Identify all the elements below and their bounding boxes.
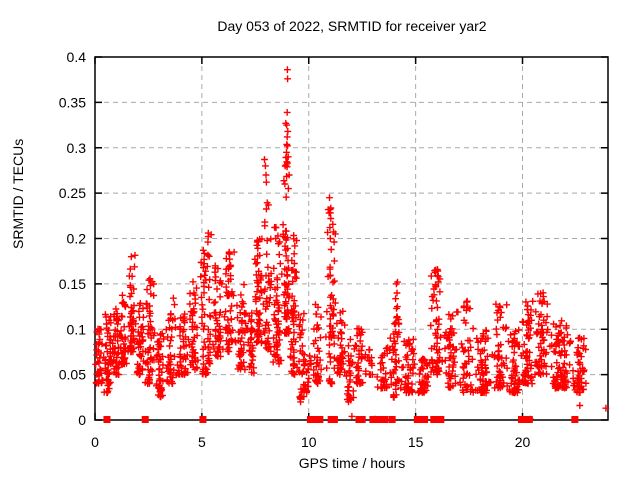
zero-value-marker: [525, 416, 533, 423]
y-tick-label: 0.4: [67, 49, 87, 65]
y-tick-label: 0.3: [67, 140, 87, 156]
y-tick-label: 0.35: [59, 94, 86, 110]
y-tick-label: 0.05: [59, 367, 86, 383]
zero-value-marker: [413, 416, 421, 423]
zero-value-marker: [421, 416, 429, 423]
zero-value-marker: [388, 416, 396, 423]
x-axis-label: GPS time / hours: [298, 455, 406, 471]
zero-value-marker: [437, 416, 445, 423]
zero-value-marker: [330, 416, 338, 423]
zero-value-marker: [381, 416, 389, 423]
y-tick-label: 0.1: [67, 321, 87, 337]
zero-value-marker: [521, 416, 529, 423]
zero-value-marker: [433, 416, 441, 423]
x-tick-label: 10: [301, 434, 317, 450]
zero-value-marker: [571, 416, 579, 423]
data-points: [92, 66, 610, 423]
x-tick-label: 20: [515, 434, 531, 450]
x-tick-label: 5: [198, 434, 206, 450]
zero-value-marker: [358, 416, 366, 423]
zero-value-marker: [316, 416, 324, 423]
zero-value-marker: [141, 416, 149, 423]
zero-value-marker: [199, 416, 207, 423]
grid-lines: [95, 57, 608, 420]
zero-value-marker: [374, 416, 382, 423]
y-tick-label: 0: [78, 412, 86, 428]
zero-value-marker: [417, 416, 425, 423]
y-tick-label: 0.25: [59, 185, 86, 201]
x-tick-label: 0: [91, 434, 99, 450]
zero-value-marker: [369, 416, 377, 423]
x-tick-label: 15: [408, 434, 424, 450]
chart-title: Day 053 of 2022, SRMTID for receiver yar…: [217, 18, 487, 34]
zero-value-marker: [103, 416, 111, 423]
y-tick-label: 0.15: [59, 276, 86, 292]
y-tick-label: 0.2: [67, 231, 87, 247]
